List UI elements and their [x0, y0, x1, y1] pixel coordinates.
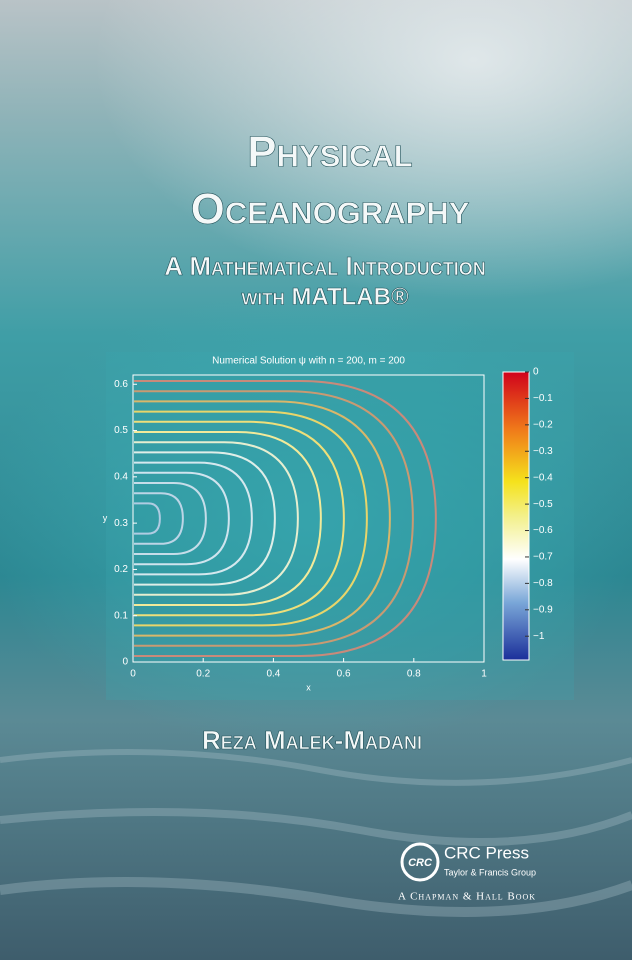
x-tick-label: 1: [481, 669, 487, 680]
colorbar-tick-label: −0.9: [533, 604, 553, 615]
contour-line: [134, 380, 437, 657]
figure-title: Numerical Solution ψ with n = 200, m = 2…: [212, 356, 405, 367]
sea-texture: [0, 749, 632, 917]
x-tick-label: 0.4: [266, 669, 280, 680]
colorbar-tick-label: −1: [533, 631, 545, 642]
x-tick-label: 0.2: [196, 669, 210, 680]
x-tick-label: 0.6: [337, 669, 351, 680]
colorbar-tick-label: −0.6: [533, 525, 553, 536]
y-tick-label: 0.4: [114, 471, 128, 482]
figure-backdrop: [106, 352, 574, 700]
plot-area: [132, 374, 485, 663]
colorbar-tick-label: −0.4: [533, 472, 553, 483]
title: Physical: [247, 128, 412, 177]
y-tick-label: 0: [122, 657, 128, 668]
contour-line: [134, 431, 322, 606]
contour-line: [134, 482, 207, 555]
imprint: A Chapman & Hall Book: [398, 891, 536, 903]
y-tick-label: 0.5: [114, 425, 128, 436]
subtitle: A Mathematical Introduction: [164, 251, 485, 281]
x-tick-label: 0: [130, 669, 136, 680]
y-tick-label: 0.3: [114, 518, 128, 529]
y-tick-label: 0.6: [114, 379, 128, 390]
contour-line: [134, 420, 345, 617]
y-tick-label: 0.2: [114, 564, 128, 575]
publisher-logo: CRC CRC Press Taylor & Francis Group A C…: [398, 842, 536, 903]
figure: Numerical Solution ψ with n = 200, m = 2…: [103, 356, 553, 693]
colorbar-tick-label: 0: [533, 367, 539, 378]
colorbar-tick-label: −0.7: [533, 552, 553, 563]
contour-line: [134, 502, 161, 535]
contour-line: [134, 390, 414, 647]
publisher: CRC Press: [444, 843, 529, 862]
author: Reza Malek-Madani: [202, 725, 422, 755]
title: Oceanography: [191, 185, 470, 234]
colorbar: [502, 371, 530, 661]
x-axis-label: x: [306, 682, 311, 692]
contour-line: [134, 400, 391, 637]
contour-line: [134, 492, 184, 545]
contour-line: [134, 410, 368, 627]
contour-line: [134, 451, 276, 586]
publisher-group: Taylor & Francis Group: [444, 867, 536, 877]
contour-line: [134, 471, 230, 566]
subtitle: with MATLAB®: [241, 283, 409, 310]
y-axis-label: y: [103, 513, 108, 523]
colorbar-tick-label: −0.8: [533, 578, 553, 589]
colorbar-tick-label: −0.2: [533, 419, 553, 430]
contour-line: [134, 441, 299, 596]
colorbar-tick-label: −0.1: [533, 393, 553, 404]
y-tick-label: 0.1: [114, 610, 128, 621]
colorbar-tick-label: −0.5: [533, 499, 553, 510]
colorbar-tick-label: −0.3: [533, 446, 553, 457]
logo-text: CRC: [408, 857, 433, 869]
contour-line: [134, 461, 253, 576]
x-tick-label: 0.8: [407, 669, 421, 680]
